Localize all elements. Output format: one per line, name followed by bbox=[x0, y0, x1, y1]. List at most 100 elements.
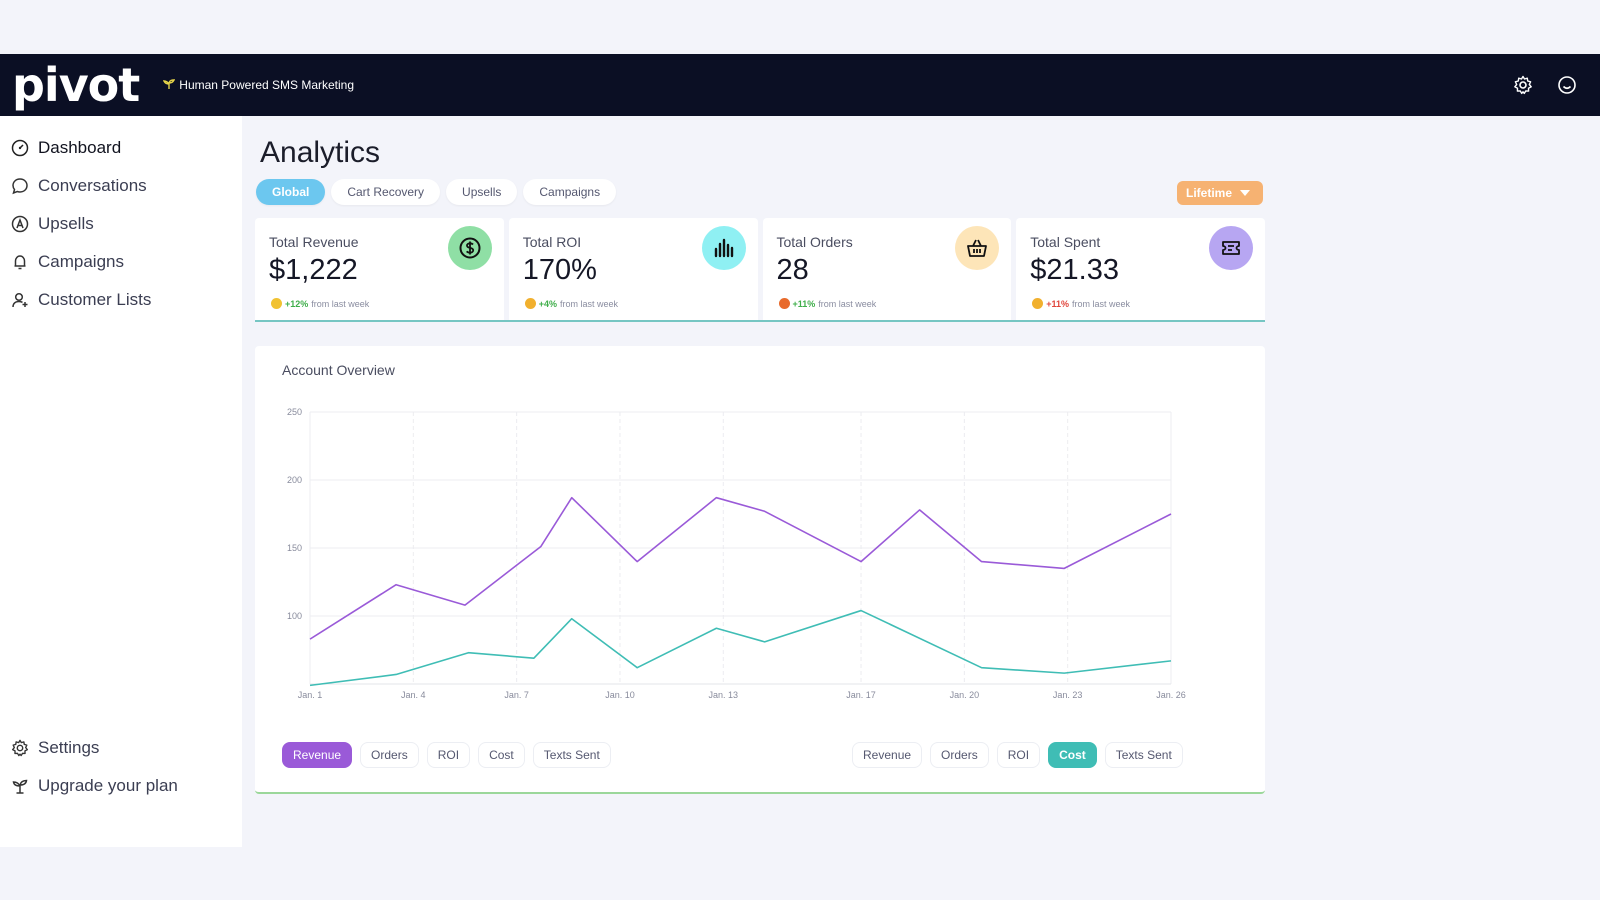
stat-change: +12% from last week bbox=[271, 298, 369, 309]
x-tick-label: Jan. 10 bbox=[605, 690, 635, 700]
stat-change-pct: +11% bbox=[1046, 298, 1070, 309]
stat-value: $1,222 bbox=[269, 254, 358, 286]
pivot-logo[interactable]: pivot bbox=[12, 58, 140, 112]
x-tick-label: Jan. 1 bbox=[298, 690, 323, 700]
tagline-text: Human Powered SMS Marketing bbox=[179, 78, 355, 92]
stat-change-suffix: from last week bbox=[1072, 298, 1131, 309]
stat-change-pct: +11% bbox=[792, 298, 816, 309]
stat-label: Total Spent bbox=[1030, 234, 1101, 250]
sidebar-item-label: Customer Lists bbox=[38, 290, 152, 309]
tab-global[interactable]: Global bbox=[256, 179, 326, 205]
tagline: Human Powered SMS Marketing bbox=[163, 78, 354, 93]
series-line-revenue bbox=[309, 496, 1172, 640]
gear-icon bbox=[10, 738, 30, 758]
sidebar-item-label: Campaigns bbox=[38, 252, 124, 271]
stat-cards: Total Revenue $1,222 +12% from last week… bbox=[255, 218, 1265, 322]
thumbs-up-icon bbox=[271, 298, 282, 309]
series-line-cost bbox=[309, 609, 1172, 687]
account-overview-chart: 100 150 200 250 Jan. 1 Jan. 4 Jan. 7 Jan. 10 Jan… bbox=[287, 407, 1186, 700]
stat-change-suffix: from last week bbox=[311, 298, 370, 309]
toggle-revenue[interactable]: Revenue bbox=[852, 742, 923, 768]
toggle-roi[interactable]: ROI bbox=[996, 742, 1041, 768]
sprout-icon bbox=[163, 78, 176, 93]
page-title: Analytics bbox=[260, 136, 381, 169]
emoji-icon bbox=[1032, 298, 1044, 309]
dollar-coin-icon bbox=[447, 226, 492, 270]
toggle-revenue[interactable]: Revenue bbox=[282, 742, 353, 768]
left-metric-toggles: Revenue Orders ROI Cost Texts Sent bbox=[282, 742, 611, 768]
y-tick-label: 200 bbox=[287, 475, 302, 485]
chat-bubble-icon bbox=[10, 176, 30, 196]
x-tick-label: Jan. 4 bbox=[401, 690, 426, 700]
toggle-orders[interactable]: Orders bbox=[930, 742, 989, 768]
top-navbar: pivot Human Powered SMS Marketing bbox=[0, 54, 1600, 116]
stat-card-total-roi: Total ROI 170% +4% from last week bbox=[508, 218, 758, 320]
account-overview-card: Account Overview 100 150 200 250 Jan. 1 Jan. … bbox=[255, 346, 1265, 794]
x-tick-label: Jan. 26 bbox=[1156, 690, 1186, 700]
sidebar-item-label: Conversations bbox=[38, 176, 147, 195]
stat-card-total-revenue: Total Revenue $1,222 +12% from last week bbox=[255, 218, 504, 320]
sidebar-item-conversations[interactable]: Conversations bbox=[0, 167, 242, 205]
stat-change: +11% from last week bbox=[1032, 298, 1130, 309]
stat-value: 28 bbox=[776, 254, 809, 286]
sidebar-item-label: Upgrade your plan bbox=[38, 776, 178, 795]
toggle-texts-sent[interactable]: Texts Sent bbox=[532, 742, 611, 768]
chevron-down-icon bbox=[1240, 190, 1251, 196]
sidebar-item-label: Settings bbox=[38, 738, 100, 757]
stat-card-total-orders: Total Orders 28 +11% from last week bbox=[762, 218, 1012, 320]
dashboard-gauge-icon bbox=[10, 138, 30, 158]
gear-icon[interactable] bbox=[1512, 74, 1534, 96]
period-select[interactable]: Lifetime bbox=[1177, 181, 1263, 205]
right-metric-toggles: Revenue Orders ROI Cost Texts Sent bbox=[852, 742, 1183, 768]
sidebar-item-upsells[interactable]: Upsells bbox=[0, 205, 242, 243]
y-tick-label: 150 bbox=[287, 543, 302, 553]
sidebar-item-campaigns[interactable]: Campaigns bbox=[0, 243, 242, 281]
stat-change-suffix: from last week bbox=[560, 298, 619, 309]
tab-cart-recovery[interactable]: Cart Recovery bbox=[331, 179, 441, 205]
toggle-cost[interactable]: Cost bbox=[478, 742, 525, 768]
sidebar-item-label: Upsells bbox=[38, 214, 94, 233]
stat-label: Total ROI bbox=[522, 234, 582, 250]
bottom-background bbox=[0, 847, 1600, 900]
stat-label: Total Orders bbox=[776, 234, 853, 250]
period-select-value: Lifetime bbox=[1186, 186, 1233, 200]
x-tick-label: Jan. 13 bbox=[709, 690, 739, 700]
sidebar-item-label: Dashboard bbox=[38, 138, 122, 157]
toggle-texts-sent[interactable]: Texts Sent bbox=[1104, 742, 1183, 768]
tab-campaigns[interactable]: Campaigns bbox=[523, 179, 617, 205]
stat-change-pct: +12% bbox=[285, 298, 309, 309]
top-background bbox=[0, 0, 1600, 54]
toggle-cost[interactable]: Cost bbox=[1048, 742, 1097, 768]
x-tick-label: Jan. 17 bbox=[846, 690, 876, 700]
basket-icon bbox=[955, 226, 1000, 270]
bell-icon bbox=[10, 252, 30, 272]
smiley-icon[interactable] bbox=[1556, 74, 1578, 96]
account-overview-title: Account Overview bbox=[282, 362, 395, 378]
emoji-icon bbox=[778, 298, 790, 309]
toggle-orders[interactable]: Orders bbox=[360, 742, 419, 768]
stat-value: 170% bbox=[522, 254, 597, 286]
sidebar-item-customer-lists[interactable]: Customer Lists bbox=[0, 281, 242, 319]
y-tick-label: 250 bbox=[287, 407, 302, 417]
sidebar-item-upgrade-plan[interactable]: Upgrade your plan bbox=[0, 767, 242, 805]
stat-change-suffix: from last week bbox=[818, 298, 877, 309]
toggle-roi[interactable]: ROI bbox=[426, 742, 471, 768]
x-tick-label: Jan. 20 bbox=[950, 690, 980, 700]
sidebar-item-dashboard[interactable]: Dashboard bbox=[0, 129, 242, 167]
upsell-icon bbox=[10, 214, 30, 234]
sidebar: Dashboard Conversations Upsells Campaign… bbox=[0, 116, 242, 847]
stat-change-pct: +4% bbox=[538, 298, 558, 309]
bar-chart-icon bbox=[701, 226, 746, 270]
emoji-icon bbox=[524, 298, 536, 309]
analytics-tabs: Global Cart Recovery Upsells Campaigns bbox=[256, 179, 617, 205]
stat-card-total-spent: Total Spent $21.33 +11% from last week bbox=[1016, 218, 1265, 320]
sprout-icon bbox=[10, 776, 30, 796]
stat-change: +4% from last week bbox=[524, 298, 619, 309]
x-tick-label: Jan. 7 bbox=[504, 690, 529, 700]
y-tick-label: 100 bbox=[287, 611, 302, 621]
x-tick-label: Jan. 23 bbox=[1053, 690, 1083, 700]
stat-change: +11% from last week bbox=[778, 298, 877, 309]
tab-upsells[interactable]: Upsells bbox=[446, 179, 518, 205]
stat-value: $21.33 bbox=[1030, 254, 1119, 286]
sidebar-item-settings[interactable]: Settings bbox=[0, 729, 242, 767]
